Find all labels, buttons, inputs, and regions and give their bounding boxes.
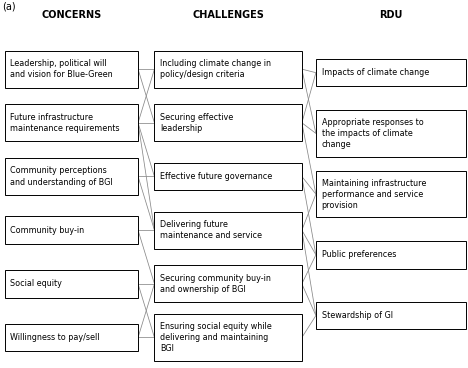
FancyBboxPatch shape bbox=[5, 270, 138, 298]
Text: Stewardship of GI: Stewardship of GI bbox=[322, 311, 393, 320]
Text: Public preferences: Public preferences bbox=[322, 250, 396, 259]
Text: Including climate change in
policy/design criteria: Including climate change in policy/desig… bbox=[160, 59, 271, 79]
FancyBboxPatch shape bbox=[316, 171, 466, 217]
Text: Impacts of climate change: Impacts of climate change bbox=[322, 68, 429, 77]
FancyBboxPatch shape bbox=[316, 110, 466, 157]
Text: Community perceptions
and understanding of BGI: Community perceptions and understanding … bbox=[10, 166, 113, 187]
FancyBboxPatch shape bbox=[154, 265, 302, 302]
FancyBboxPatch shape bbox=[154, 314, 302, 361]
FancyBboxPatch shape bbox=[5, 158, 138, 195]
FancyBboxPatch shape bbox=[5, 50, 138, 88]
FancyBboxPatch shape bbox=[154, 104, 302, 141]
FancyBboxPatch shape bbox=[316, 59, 466, 86]
FancyBboxPatch shape bbox=[5, 324, 138, 351]
FancyBboxPatch shape bbox=[5, 104, 138, 141]
FancyBboxPatch shape bbox=[316, 241, 466, 269]
Text: Delivering future
maintenance and service: Delivering future maintenance and servic… bbox=[160, 220, 262, 240]
FancyBboxPatch shape bbox=[154, 50, 302, 88]
Text: CONCERNS: CONCERNS bbox=[41, 10, 102, 20]
Text: Securing community buy-in
and ownership of BGI: Securing community buy-in and ownership … bbox=[160, 274, 271, 294]
Text: Social equity: Social equity bbox=[10, 279, 62, 288]
FancyBboxPatch shape bbox=[154, 163, 302, 190]
FancyBboxPatch shape bbox=[5, 216, 138, 244]
FancyBboxPatch shape bbox=[316, 302, 466, 329]
FancyBboxPatch shape bbox=[154, 212, 302, 249]
Text: (a): (a) bbox=[2, 2, 16, 12]
Text: Maintaining infrastructure
performance and service
provision: Maintaining infrastructure performance a… bbox=[322, 178, 426, 210]
Text: Community buy-in: Community buy-in bbox=[10, 226, 84, 235]
Text: Future infrastructure
maintenance requirements: Future infrastructure maintenance requir… bbox=[10, 113, 120, 133]
Text: Ensuring social equity while
delivering and maintaining
BGI: Ensuring social equity while delivering … bbox=[160, 322, 272, 353]
Text: Leadership, political will
and vision for Blue-Green: Leadership, political will and vision fo… bbox=[10, 59, 113, 79]
Text: Securing effective
leadership: Securing effective leadership bbox=[160, 113, 234, 133]
Text: RDU: RDU bbox=[379, 10, 402, 20]
Text: Effective future governance: Effective future governance bbox=[160, 172, 272, 181]
Text: Appropriate responses to
the impacts of climate
change: Appropriate responses to the impacts of … bbox=[322, 118, 423, 149]
Text: CHALLENGES: CHALLENGES bbox=[192, 10, 264, 20]
Text: Willingness to pay/sell: Willingness to pay/sell bbox=[10, 333, 100, 342]
